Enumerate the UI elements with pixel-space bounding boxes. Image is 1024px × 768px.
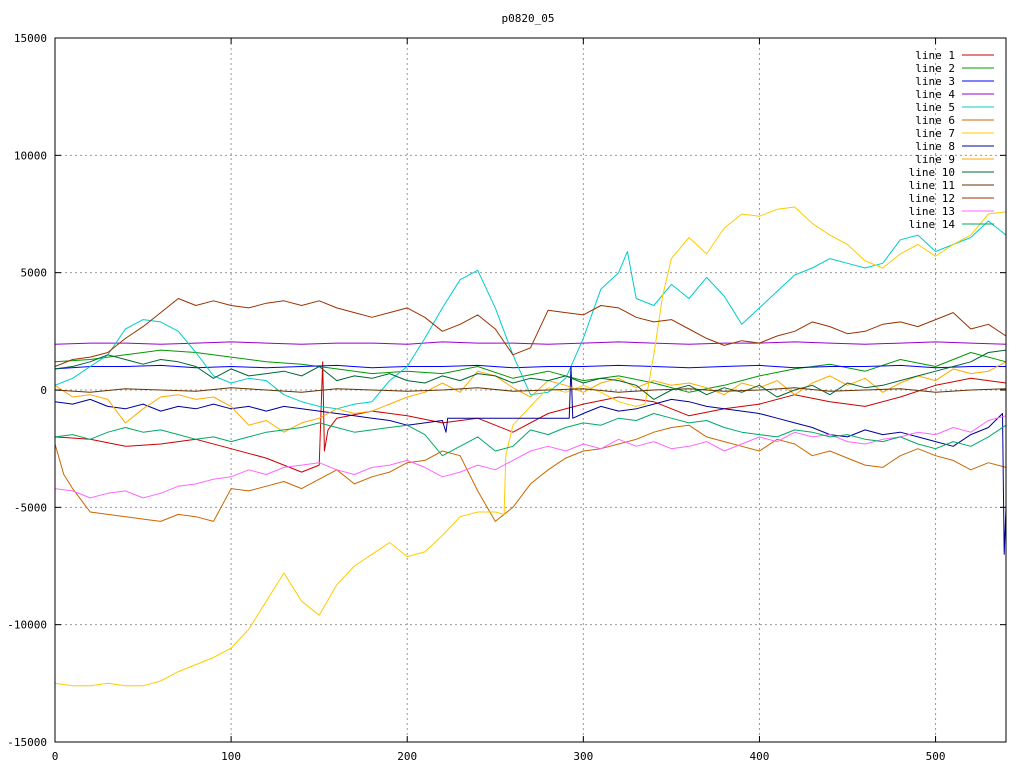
y-tick-label: -15000	[7, 736, 47, 749]
legend-label: line 5	[915, 101, 955, 114]
series-line-9	[54, 361, 1007, 433]
legend-label: line 2	[915, 62, 955, 75]
series-line-10	[54, 349, 1007, 400]
series-line-12	[54, 298, 1007, 367]
series-line-2	[54, 349, 1007, 393]
legend-label: line 8	[915, 140, 955, 153]
legend-label: line 6	[915, 114, 955, 127]
series-line-11	[54, 387, 1007, 393]
legend-label: line 9	[915, 153, 955, 166]
x-axis: 0 100 200 300 400 500	[52, 38, 946, 763]
chart-title: p0820_05	[502, 12, 555, 25]
legend-label: line 4	[915, 88, 955, 101]
legend-label: line 3	[915, 75, 955, 88]
series-group	[54, 206, 1007, 687]
y-tick-label: -5000	[14, 501, 47, 514]
series-line-5	[54, 220, 1007, 410]
x-tick-label: 300	[573, 750, 593, 763]
x-tick-label: 400	[750, 750, 770, 763]
y-tick-label: 15000	[14, 32, 47, 45]
legend-label: line 10	[909, 166, 955, 179]
series-line-3	[54, 364, 1006, 370]
x-tick-label: 0	[52, 750, 59, 763]
series-line-7	[54, 206, 1007, 687]
legend-label: line 7	[915, 127, 955, 140]
y-tick-label: -10000	[7, 619, 47, 632]
legend-label: line 14	[909, 218, 956, 231]
series-line-13	[54, 415, 1007, 499]
y-axis: 15000 10000 5000 0 -5000 -10000 -15000	[7, 32, 1006, 749]
y-tick-label: 0	[40, 384, 47, 397]
series-line-6	[54, 424, 1007, 522]
legend-label: line 11	[909, 179, 955, 192]
x-tick-label: 100	[221, 750, 241, 763]
x-tick-label: 200	[397, 750, 417, 763]
series-line-14	[54, 413, 1007, 457]
series-line-4	[54, 341, 1007, 345]
legend-label: line 1	[915, 49, 955, 62]
legend-label: line 13	[909, 205, 955, 218]
series-line-1	[54, 361, 1007, 473]
legend-label: line 12	[909, 192, 955, 205]
y-tick-label: 10000	[14, 149, 47, 162]
y-tick-label: 5000	[21, 267, 48, 280]
series-line-8	[54, 366, 1007, 555]
x-tick-label: 500	[926, 750, 946, 763]
